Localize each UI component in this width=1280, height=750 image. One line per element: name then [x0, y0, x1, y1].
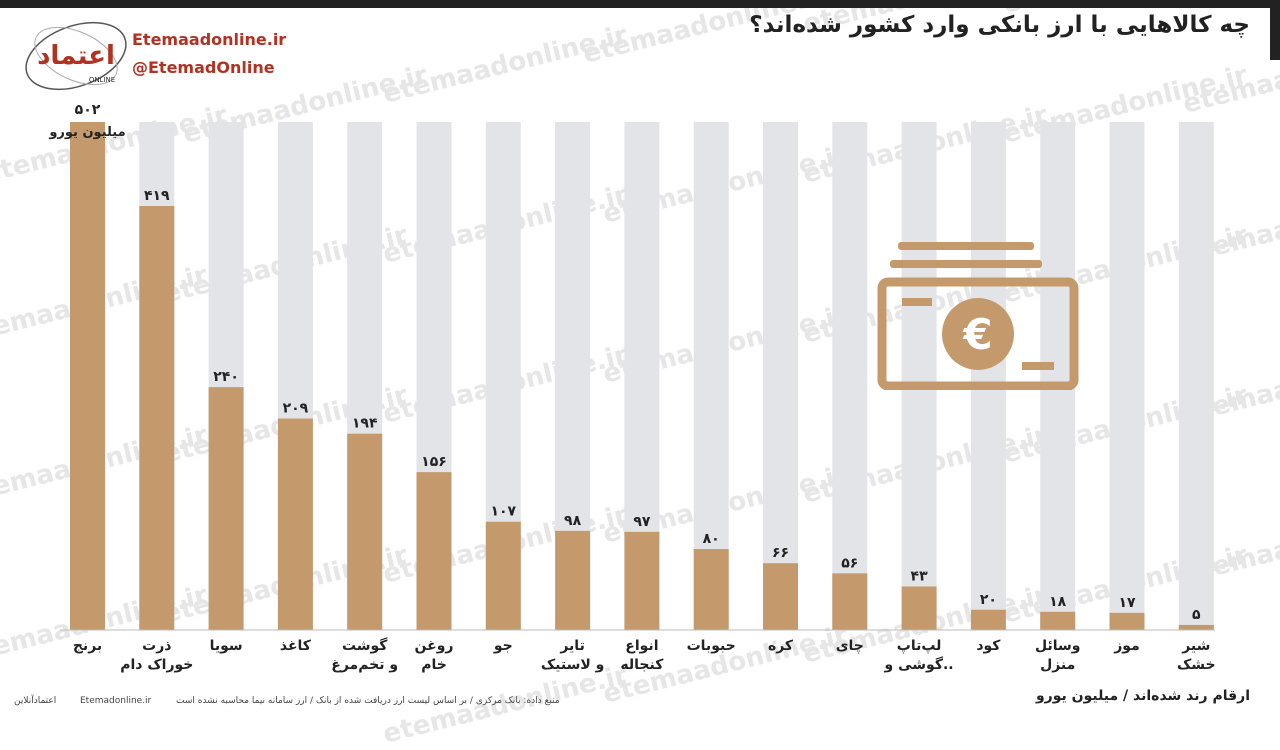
right-accent-bar [1270, 0, 1280, 60]
category-label: کره [768, 638, 794, 654]
bar-track [901, 122, 937, 630]
bar [1109, 612, 1145, 630]
data-label: ۴۳ [911, 568, 929, 584]
bar [139, 205, 175, 630]
top-bar [0, 0, 1280, 8]
category-label: چای [836, 638, 864, 654]
footer-site: Etemadonline.ir [80, 696, 152, 706]
category-label: کنجاله [620, 657, 664, 673]
category-label: خام [421, 657, 447, 673]
bar-chart: ۵۰۲ میلیون یورو برنج ۴۱۹ ذرت خوراک دام ۲۴۰ سویا… [48, 102, 1216, 673]
category-label: و لاستیک [541, 657, 605, 673]
category-label: خشک [1177, 657, 1216, 673]
data-label: ۱۸ [1049, 594, 1067, 610]
category-label: روغن [415, 638, 454, 654]
data-label: ۴۱۹ [144, 188, 170, 204]
footer-note: ارقام رند شده‌اند / میلیون یورو [1035, 688, 1250, 704]
category-label: حبوبات [687, 638, 736, 654]
bar [970, 609, 1006, 630]
data-label: ۸۰ [703, 531, 720, 547]
etemad-logo: اعتماد ONLINE [25, 21, 127, 91]
data-label: ۹۷ [633, 514, 651, 530]
category-label: شیر [1181, 638, 1210, 654]
bar-track [1109, 122, 1145, 630]
category-label: انواع [625, 638, 658, 654]
data-label: ۱۰۷ [490, 504, 516, 520]
category-label: کاغذ [280, 638, 312, 654]
bar-track [763, 122, 798, 630]
data-label: ۵۶ [841, 555, 858, 571]
bar [624, 531, 660, 630]
bar [693, 549, 729, 630]
category-label: و تخم‌مرغ [331, 657, 398, 673]
bar [1040, 611, 1076, 630]
category-label: موز [1113, 638, 1140, 654]
category-label: برنج [73, 638, 102, 654]
data-label: ۱۷ [1118, 595, 1136, 611]
bar [555, 530, 591, 630]
data-label: ۹۸ [564, 513, 582, 529]
euro-banknote-icon: € [877, 242, 1079, 390]
website-label: Etemaadonline.ir [132, 30, 287, 49]
category-label: خوراک دام [120, 657, 193, 673]
logo-subtext: ONLINE [89, 76, 115, 84]
category-label: تایر [559, 638, 584, 654]
chart-title: چه کالاهایی با ارز بانکی وارد کشور شده‌ا… [749, 12, 1250, 38]
bar [70, 122, 105, 630]
category-label: لپ‌تاپ [897, 638, 942, 654]
category-label: جو [493, 638, 513, 654]
category-label: ذرت [142, 638, 171, 654]
category-label: کود [976, 638, 1001, 654]
bar-track [1178, 122, 1214, 630]
data-label: ۲۰۹ [283, 401, 309, 417]
footer-brand: اعتمادآنلاین [14, 696, 57, 706]
bar-track [832, 122, 868, 630]
bar [347, 433, 383, 630]
bar [901, 586, 937, 630]
euro-symbol: € [962, 310, 992, 359]
category-label: وسائل [1035, 638, 1080, 654]
bar-track [1040, 122, 1076, 630]
bar [485, 521, 521, 630]
bar-track [970, 122, 1006, 630]
data-label: ۵۰۲ [75, 102, 101, 118]
data-label: ۶۶ [772, 545, 789, 561]
bar [832, 573, 868, 630]
data-label-unit: میلیون یورو [48, 125, 125, 140]
bar [416, 472, 452, 630]
data-label: ۲۴۰ [213, 369, 239, 385]
bar [763, 563, 798, 630]
bar [1178, 624, 1214, 630]
bar [277, 418, 313, 630]
category-label: گوشی و.. [884, 656, 954, 673]
logo-text: اعتماد [37, 41, 115, 71]
social-handle: @EtemadOnline [132, 58, 275, 77]
category-label: گوشت [342, 637, 388, 654]
category-label: سویا [210, 638, 243, 654]
data-label: ۵ [1192, 607, 1201, 623]
bar [208, 387, 244, 630]
category-label: منزل [1040, 657, 1075, 673]
data-label: ۱۹۴ [352, 416, 378, 432]
data-label: ۱۵۶ [421, 454, 447, 470]
footer-source: منبع داده: بانک مرکزی / بر اساس لیست ارز… [176, 696, 560, 706]
bar-track [693, 122, 729, 630]
data-label: ۲۰ [980, 592, 997, 608]
